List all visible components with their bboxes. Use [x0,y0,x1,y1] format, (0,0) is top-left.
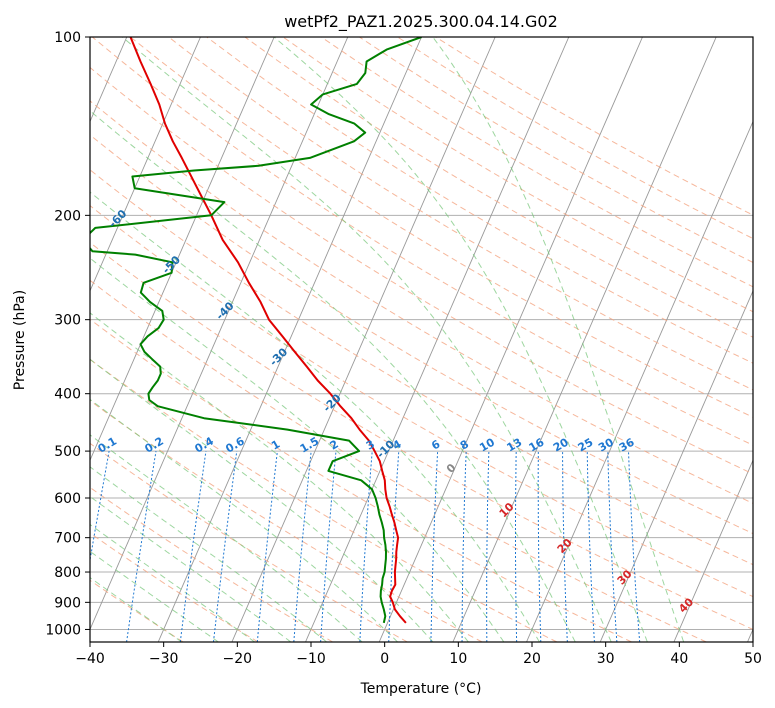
dry-adiabat-line [320,37,753,288]
x-tick-label: 40 [670,651,688,667]
chart-title: wetPf2_PAZ1.2025.300.04.14.G02 [284,12,558,32]
temperature-profile-line [129,37,407,624]
dewpoint-profile-line [90,37,422,624]
y-tick-label: 300 [54,313,81,329]
moist-adiabat-line [90,550,219,642]
isotherm-line [157,37,422,642]
dry-adiabat-line [90,134,753,535]
y-tick-label: 1000 [45,622,81,638]
dry-adiabat-line [90,204,753,598]
dry-adiabat-line [206,37,753,364]
isotherm-line [673,459,753,642]
dry-adiabat-line [90,66,753,475]
x-axis: −40 −30 −20 −10 0 10 20 30 40 50 [75,642,762,667]
y-tick-label: 600 [54,491,81,507]
dry-adiabat-line [90,358,558,642]
x-axis-title: Temperature (°C) [360,681,482,697]
mixing-ratio-line [213,451,238,642]
dry-adiabat-line [130,37,753,418]
isotherm-line [90,37,201,293]
moist-adiabat-line [90,495,292,642]
dry-adiabat-line [90,169,753,566]
mixing-ratio-line [256,451,278,642]
y-tick-label: 500 [54,444,81,460]
y-tick-label: 400 [54,387,81,403]
dry-adiabat-line [90,279,707,642]
dry-adiabat-line [90,100,753,504]
y-tick-label: 700 [54,531,81,547]
moist-adiabat-line [273,37,648,642]
x-tick-label: 0 [380,651,389,667]
isotherm-line [231,37,496,642]
mixing-ratio-line [320,451,337,642]
y-axis-title: Pressure (hPa) [12,290,28,390]
x-tick-label: 30 [597,651,615,667]
dry-adiabat-line [168,37,753,391]
x-tick-label: 10 [449,651,467,667]
mixing-ratio-line [90,451,110,563]
y-axis: 1000 900 800 700 600 500 400 300 200 100 [45,30,90,638]
mixing-ratio-line [126,451,157,642]
x-tick-label: −20 [223,651,253,667]
plot-frame [89,36,754,643]
x-tick-label: −10 [296,651,326,667]
background-lines [90,37,753,642]
isotherm-line [452,37,717,642]
moist-adiabat-line [432,37,685,642]
y-tick-label: 900 [54,595,81,611]
moist-adiabat-line [90,523,255,642]
isotherm-line [378,37,643,642]
moist-adiabat-line [90,110,576,642]
isotherm-line [90,37,349,631]
y-tick-label: 800 [54,565,81,581]
moist-adiabat-line [90,398,398,642]
moist-adiabat-line [90,257,505,642]
dry-adiabat-line [90,486,333,642]
moist-adiabat-line [90,312,469,642]
dry-adiabat-line [90,442,408,642]
isotherm-line [526,120,753,642]
mixing-ratio-line [293,451,312,642]
x-tick-label: −40 [75,651,105,667]
x-tick-label: 20 [523,651,541,667]
x-tick-label: −30 [149,651,179,667]
moist-adiabat-line [90,434,363,642]
moist-adiabat-line [90,358,434,642]
mixing-ratio-line [179,451,207,642]
y-tick-label: 200 [54,208,81,224]
y-tick-label: 100 [54,30,81,46]
moist-adiabat-line [90,576,183,642]
dry-adiabat-line [282,37,753,313]
dry-adiabat-line [90,241,753,630]
data-lines [90,37,422,624]
x-tick-label: 50 [744,651,762,667]
isotherm-line [599,289,753,642]
moist-adiabat-line [90,466,327,642]
dry-adiabat-line [90,318,632,642]
isotherm-line [90,37,275,462]
moist-adiabat-line [121,37,612,642]
